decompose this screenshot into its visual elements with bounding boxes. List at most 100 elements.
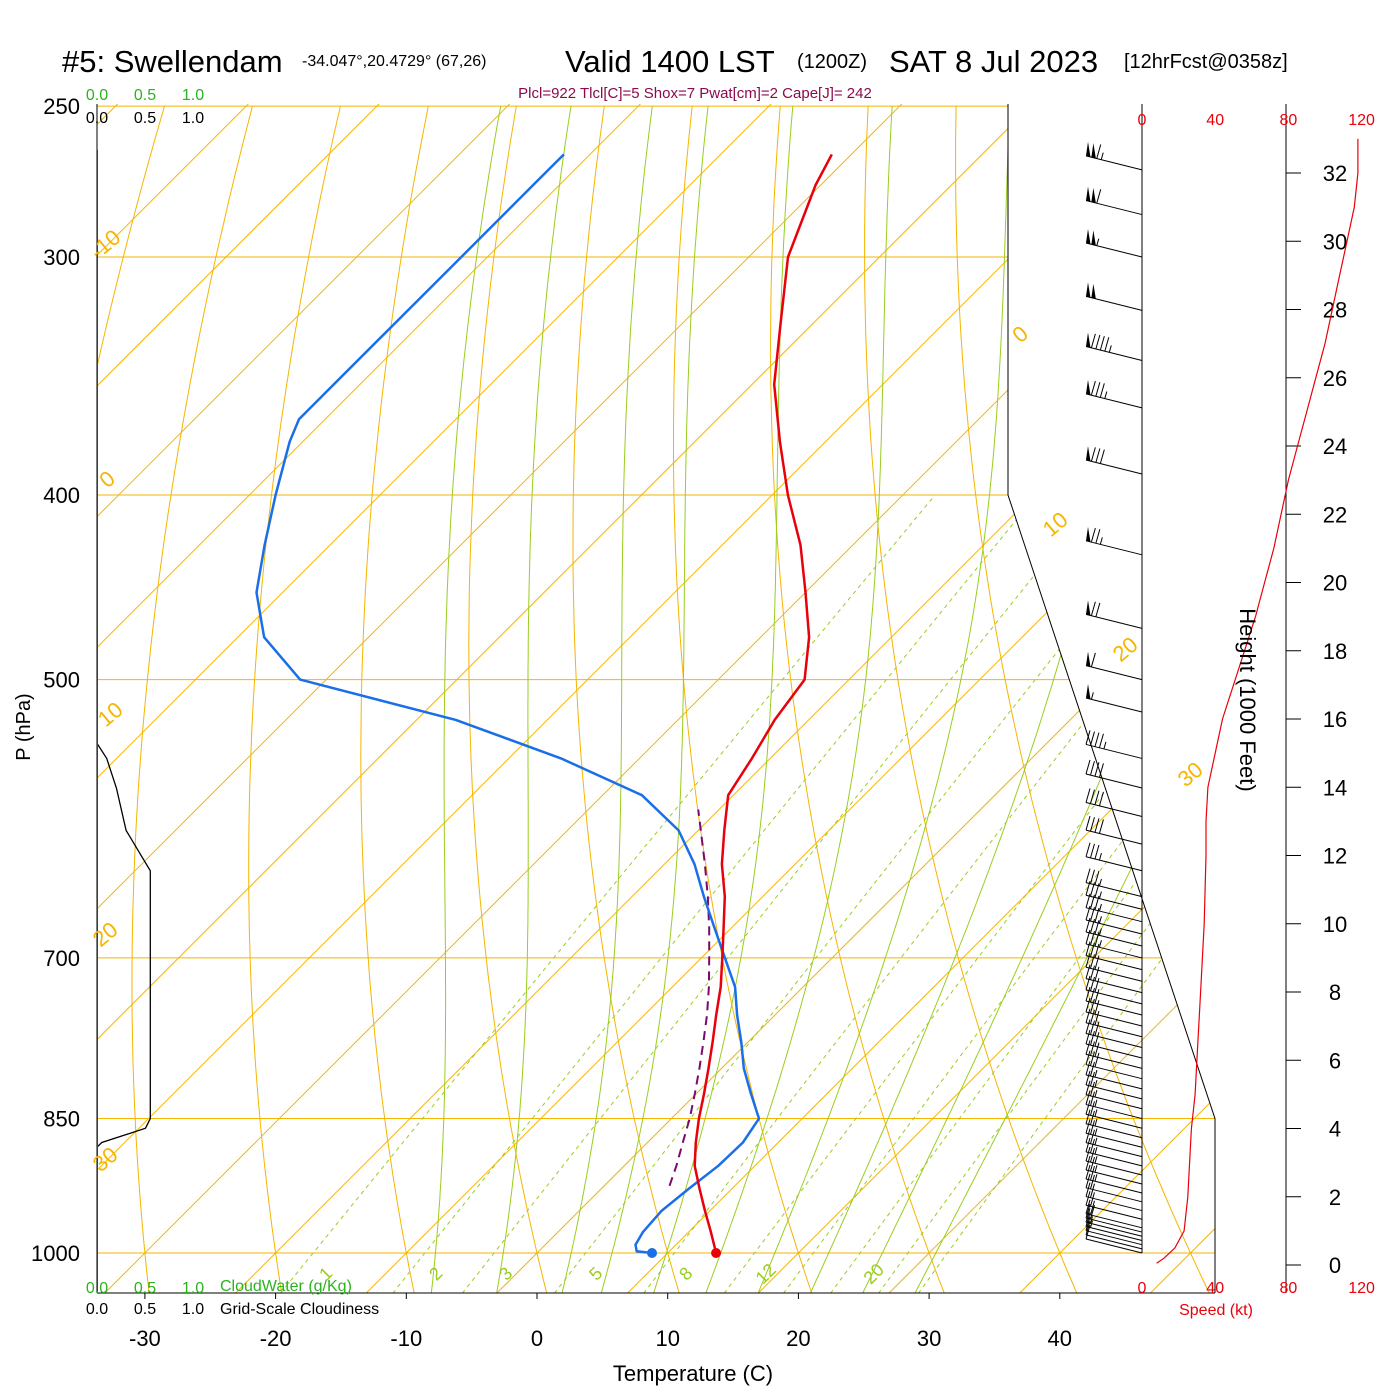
moist-adiabat: [600, 106, 709, 1293]
wind-barb-staff: [1085, 978, 1143, 994]
stability-indices: Plcl=922 Tlcl[C]=5 Shox=7 Pwat[cm]=2 Cap…: [518, 85, 872, 102]
mixing-ratio-line: [917, 494, 1215, 1293]
wind-speed-profile: [1156, 138, 1359, 1264]
dry-adiabat-label: 20: [1108, 632, 1143, 667]
mixing-ratio-line: [878, 494, 1215, 1293]
wind-barb: [1085, 1060, 1143, 1090]
wind-barb-pennant: [1091, 187, 1096, 204]
wind-barb-flag: [1085, 941, 1091, 956]
wind-barb-staff: [1085, 1032, 1143, 1048]
wind-barb-flag: [1089, 817, 1095, 832]
wind-barb: [1085, 1090, 1143, 1120]
wind-barb: [1085, 1109, 1143, 1139]
wind-barb-flag: [1094, 790, 1100, 805]
wind-barb-flag: [1089, 1091, 1095, 1106]
wind-barb-half-flag: [1094, 1089, 1098, 1098]
height-tick-label: 18: [1323, 639, 1347, 664]
moist-adiabat: [496, 106, 572, 1293]
wind-barb-flag: [1085, 1090, 1091, 1105]
wind-barb-flag: [1099, 335, 1105, 351]
wind-barb-flag: [1090, 333, 1096, 349]
wind-barb: [1085, 379, 1143, 409]
height-tick-label: 20: [1323, 571, 1347, 596]
wind-barb-pennant: [1086, 526, 1091, 542]
wind-barb: [1085, 1100, 1143, 1129]
wind-barb-staff: [1085, 1238, 1143, 1254]
wind-barb: [1085, 975, 1143, 1005]
isotherm: [496, 104, 1215, 1293]
wind-barb-pennant: [1086, 332, 1091, 348]
wind-barb-flag: [1089, 1061, 1095, 1077]
wind-barb-staff: [1085, 1011, 1143, 1027]
wind-barb-half-flag: [1094, 1128, 1098, 1136]
mixing-ratio-line: [280, 494, 936, 1293]
chart-title-coords: -34.047°,20.4729° (67,26): [302, 53, 486, 70]
wind-barb-half-flag: [1094, 1118, 1098, 1127]
wind-barb-flag: [1085, 1100, 1091, 1115]
speed-tick-label-top: 80: [1280, 112, 1298, 129]
wind-barb-half-flag: [1098, 903, 1102, 912]
wind-barb-half-flag: [1108, 345, 1112, 353]
wind-barb: [1085, 815, 1143, 845]
wind-barb-half-flag: [1098, 916, 1102, 924]
isotherm: [1019, 104, 1215, 1293]
moist-adiabat: [705, 106, 893, 1293]
wind-barb-staff: [1085, 829, 1143, 845]
wind-barb-flag: [1085, 997, 1091, 1013]
x-tick-label: -30: [129, 1326, 161, 1351]
cloudwater-tick-bottom: 1.0: [182, 1280, 204, 1297]
wind-barb-half-flag: [1098, 891, 1102, 899]
wind-barb-staff: [1085, 989, 1143, 1005]
wind-barb-flag: [1089, 1009, 1095, 1025]
wind-barb-staff: [1085, 882, 1143, 898]
dry-adiabat-label: 30: [88, 1142, 123, 1177]
wind-barb-flag: [1085, 975, 1091, 991]
parcel-trace: [668, 809, 711, 1187]
speed-tick-label-top: 0: [1138, 112, 1147, 129]
wind-barb-half-flag: [1094, 1099, 1098, 1107]
dry-adiabat: [1308, 106, 1400, 1293]
surface-dewpoint-dot: [647, 1248, 658, 1258]
wind-barb-staff: [1085, 966, 1143, 982]
wind-barb-flag: [1085, 1164, 1091, 1180]
mixing-ratio-label: 2: [425, 1263, 446, 1284]
moist-adiabat-label: 12: [752, 1260, 780, 1288]
cloudwater-tick-top: 0.5: [134, 87, 156, 104]
x-tick-label: -10: [390, 1326, 422, 1351]
wind-barb-flag: [1089, 1051, 1095, 1066]
wind-barb-flag: [1089, 1174, 1095, 1190]
wind-barb-staff: [1085, 459, 1143, 475]
wind-barb-flag: [1085, 1155, 1091, 1171]
moist-adiabat: [757, 106, 1010, 1293]
p-tick-label: 400: [43, 483, 80, 508]
wind-barb-half-flag: [1104, 391, 1108, 399]
moist-adiabat: [430, 106, 502, 1293]
wind-barb-flag: [1090, 601, 1096, 616]
wind-barb-flag: [1085, 1119, 1091, 1134]
wind-barb: [1085, 684, 1143, 713]
wind-barb-staff: [1085, 1234, 1143, 1250]
isotherm: [97, 104, 772, 1293]
wind-barb: [1085, 1080, 1143, 1110]
wind-barb-staff: [1085, 1221, 1143, 1237]
cloudwater-label: CloudWater (g/Kg): [220, 1278, 352, 1295]
wind-barb-flag: [1085, 1070, 1091, 1085]
wind-barb-flag: [1098, 819, 1104, 834]
wind-barb-flag: [1085, 929, 1091, 945]
wind-barb-flag: [1094, 989, 1100, 1004]
dry-adiabat-label: -10: [85, 224, 125, 264]
wind-barb-flag: [1085, 953, 1091, 968]
moist-adiabat: [561, 106, 653, 1293]
wind-barb-flag: [1085, 1109, 1091, 1124]
surface-temperature-dot: [711, 1248, 722, 1258]
cloudiness-tick-bottom: 0.5: [134, 1301, 156, 1318]
dry-adiabat-label: 0: [94, 466, 119, 493]
wind-barb-flag: [1089, 789, 1095, 804]
wind-barb: [1085, 600, 1143, 629]
wind-barb: [1085, 759, 1143, 789]
chart-title-zulu: (1200Z): [797, 51, 867, 73]
wind-barb-flag: [1089, 1200, 1095, 1216]
wind-barb-half-flag: [1094, 1165, 1098, 1173]
wind-barb-pennant: [1086, 651, 1091, 667]
isotherm: [365, 104, 1215, 1293]
